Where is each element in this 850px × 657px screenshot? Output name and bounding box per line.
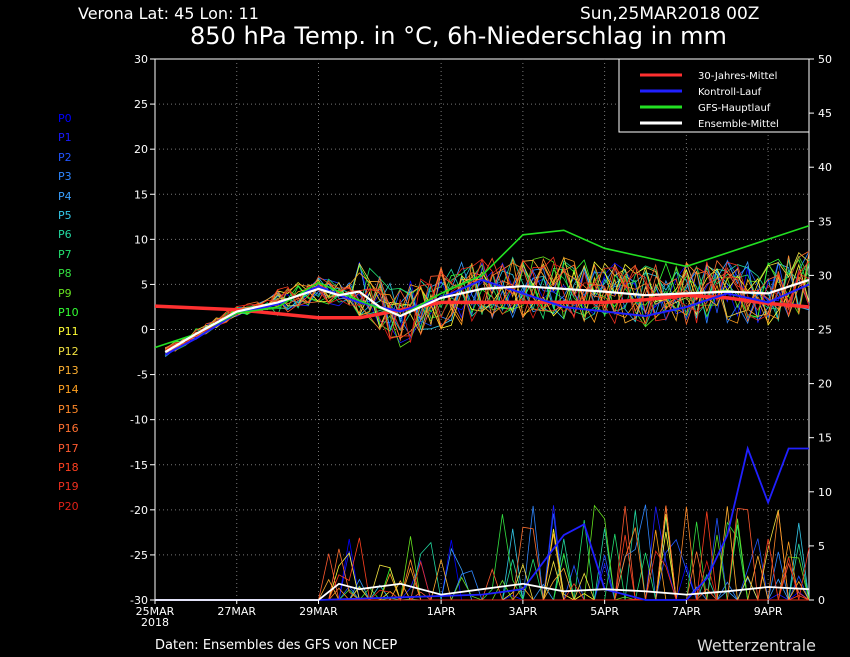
member-label: P14 [58, 383, 79, 397]
y-tick-label: 0 [141, 324, 148, 337]
series-line [154, 293, 810, 320]
member-label: P20 [58, 499, 79, 513]
member-label: P18 [58, 461, 79, 475]
x-tick-label: 5APR [590, 605, 619, 618]
y-tick-label: 10 [134, 233, 148, 246]
series-line [155, 582, 810, 601]
y-tick-label: -20 [130, 504, 148, 517]
y-tick-label: 30 [134, 53, 148, 66]
y2-tick-label: 40 [818, 161, 832, 174]
data-source-label: Daten: Ensembles des GFS von NCEP [155, 638, 398, 653]
y2-tick-label: 10 [818, 486, 832, 499]
legend-label: 30-Jahres-Mittel [698, 71, 777, 82]
y-tick-label: -5 [137, 369, 148, 382]
y-tick-label: 15 [134, 188, 148, 201]
legend-label: Kontroll-Lauf [698, 87, 762, 98]
y2-tick-label: 20 [818, 378, 832, 391]
x-tick-label: 3APR [508, 605, 537, 618]
member-label: P5 [58, 208, 72, 222]
member-label: P6 [58, 228, 72, 242]
chart-title: 850 hPa Temp. in °C, 6h-Niederschlag in … [190, 22, 727, 50]
y2-tick-label: 5 [818, 540, 825, 553]
member-list: P0 P1 P2 P3 P4 P5 P6 P7 P8 P9 P10 P11 P12 P13 P14 P15 P1… [58, 109, 79, 516]
y-tick-label: -30 [130, 594, 148, 607]
y-tick-label: -15 [130, 459, 148, 472]
y2-tick-label: 25 [818, 324, 832, 337]
y2-tick-label: 45 [818, 107, 832, 120]
legend: 30-Jahres-Mittel Kontroll-Lauf GFS-Hauptla… [618, 58, 810, 133]
legend-label: Ensemble-Mittel [698, 119, 779, 130]
x-tick-label: 9APR [754, 605, 783, 618]
series-lines [154, 225, 810, 601]
y-tick-label: -10 [130, 414, 148, 427]
x-tick-label: 25MAR 2018 [136, 605, 175, 629]
brand-label: Wetterzentrale [697, 636, 817, 655]
member-label: P7 [58, 247, 72, 261]
y-tick-label: -25 [130, 549, 148, 562]
member-label: P2 [58, 150, 72, 164]
member-label: P4 [58, 189, 72, 203]
legend-label: GFS-Hauptlauf [698, 103, 771, 114]
member-label: P10 [58, 305, 79, 319]
member-label: P0 [58, 112, 72, 125]
y-tick-label: 5 [141, 278, 148, 291]
series-line [154, 225, 810, 349]
y2-tick-label: 35 [818, 215, 832, 228]
x-tick-label: 27MAR [217, 605, 256, 618]
x-tick-label: 1APR [427, 605, 456, 618]
member-label: P8 [58, 267, 72, 281]
member-label: P16 [58, 422, 79, 436]
member-temp-line [165, 258, 810, 356]
series-line [164, 278, 810, 353]
member-label: P9 [58, 286, 72, 300]
member-label: P15 [58, 402, 79, 416]
series-line [164, 278, 810, 356]
location-label: Verona Lat: 45 Lon: 11 [78, 4, 259, 23]
member-label: P17 [58, 441, 79, 455]
member-temp-line [164, 255, 810, 357]
y2-tick-label: 0 [818, 594, 825, 607]
member-label: P1 [58, 131, 72, 145]
y2-tick-label: 15 [818, 432, 832, 445]
member-label: P12 [58, 344, 79, 358]
legend-box [618, 58, 810, 133]
plot-frame [154, 58, 810, 601]
member-label: P13 [58, 364, 79, 378]
series-line [155, 445, 809, 601]
y-tick-label: 25 [134, 98, 148, 111]
run-date-label: Sun,25MAR2018 00Z [580, 4, 760, 24]
y-tick-label: 20 [134, 143, 148, 156]
axis-ticks: 302520151050-5-10-15-20-25-3050454035302… [130, 53, 832, 629]
y2-tick-label: 30 [818, 269, 832, 282]
member-label: P19 [58, 480, 79, 494]
member-label: P3 [58, 170, 72, 184]
x-tick-label: 29MAR [299, 605, 338, 618]
y2-tick-label: 50 [818, 53, 832, 66]
x-tick-label: 7APR [672, 605, 701, 618]
member-label: P11 [58, 325, 79, 339]
